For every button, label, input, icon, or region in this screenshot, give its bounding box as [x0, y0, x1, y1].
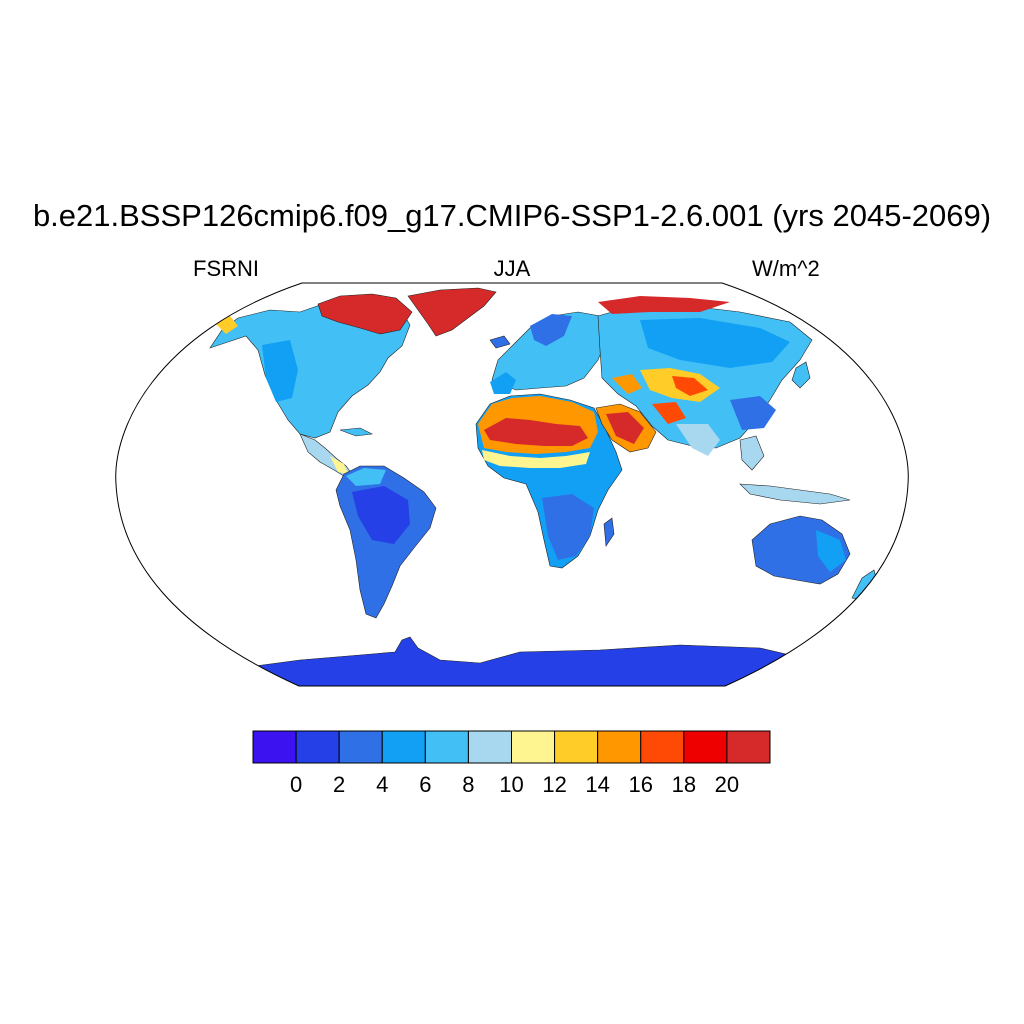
colorbar-tick-label: 0: [290, 772, 302, 797]
region-sahara-red: [484, 418, 588, 446]
colorbar-box-10: [683, 730, 728, 764]
map-border: [115, 282, 909, 687]
colorbar-tick-label: 12: [542, 772, 566, 797]
colorbar-tick-label: 10: [499, 772, 523, 797]
colorbar-tick-label: 16: [629, 772, 653, 797]
region-north-america-west: [262, 340, 298, 402]
colorbar-tick-label: 4: [376, 772, 388, 797]
colorbar-box-2: [338, 730, 383, 764]
region-south-america-north: [346, 468, 386, 486]
colorbar-box-8: [597, 730, 642, 764]
region-india: [676, 424, 720, 456]
region-arctic-canada: [317, 293, 413, 335]
region-arctic-russia: [598, 296, 730, 314]
region-caribbean: [339, 427, 374, 437]
region-greenland: [407, 287, 497, 337]
colorbar-box-1: [295, 730, 340, 764]
colorbar-box-9: [640, 730, 685, 764]
colorbar-box-11: [726, 730, 771, 764]
region-madagascar: [603, 517, 615, 547]
season-label: JJA: [493, 256, 531, 281]
region-amazon: [352, 486, 410, 544]
colorbar-tick-label: 18: [672, 772, 696, 797]
region-caspian-hot: [612, 374, 642, 394]
region-iceland: [489, 335, 511, 349]
colorbar-box-5: [467, 730, 512, 764]
region-iran-hot: [652, 402, 686, 424]
colorbar-tick-label: 8: [462, 772, 474, 797]
region-australia: [751, 515, 851, 585]
region-japan: [791, 361, 811, 389]
region-iberia: [490, 372, 516, 394]
region-siberia: [640, 318, 790, 368]
region-sahel: [482, 450, 590, 468]
units-label: W/m^2: [752, 256, 820, 281]
region-australia-east: [816, 530, 846, 572]
colorbar-tick-label: 20: [715, 772, 739, 797]
colorbar-box-0: [252, 730, 297, 764]
colorbar-tick-label: 14: [585, 772, 609, 797]
region-arabia-red: [606, 412, 644, 444]
variable-label: FSRNI: [193, 256, 259, 281]
region-scandinavia: [530, 314, 572, 346]
region-china: [730, 396, 776, 430]
colorbar-box-4: [424, 730, 469, 764]
colorbar-box-3: [381, 730, 426, 764]
colorbar-tick-label: 2: [333, 772, 345, 797]
region-southeast-asia: [739, 435, 765, 471]
region-southern-africa: [542, 494, 594, 560]
colorbar-box-6: [511, 730, 556, 764]
colorbar-tick-label: 6: [419, 772, 431, 797]
region-central-america-yellow: [330, 456, 348, 474]
colorbar-box-7: [554, 730, 599, 764]
plot-title: b.e21.BSSP126cmip6.f09_g17.CMIP6-SSP1-2.…: [32, 198, 992, 233]
region-indonesia: [739, 483, 851, 505]
region-central-asia-red: [672, 376, 708, 396]
